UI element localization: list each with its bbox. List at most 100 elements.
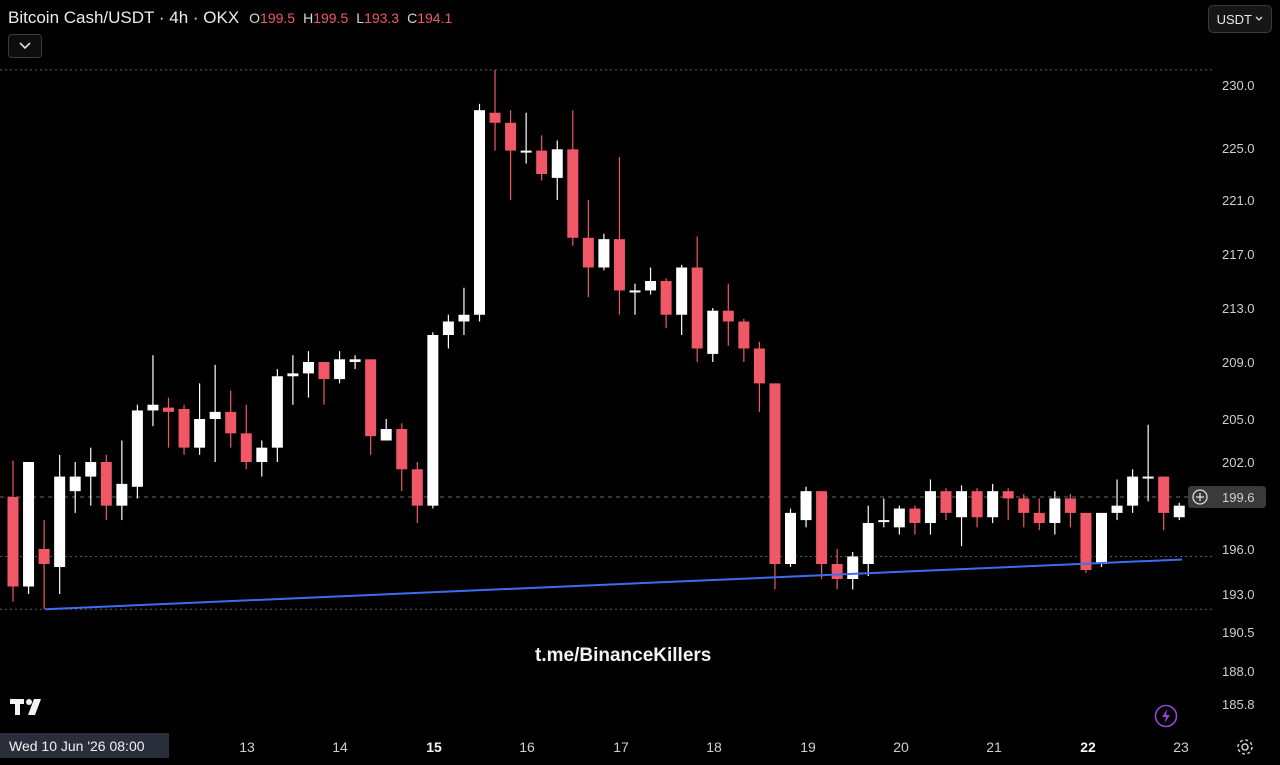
candle-body: [1142, 476, 1154, 479]
candle-body: [380, 429, 392, 441]
x-tick-label: 16: [519, 739, 535, 755]
bolt-icon[interactable]: [1154, 704, 1178, 728]
ohlc-low-value: 193.3: [364, 10, 400, 26]
y-tick-label: 225.0: [1222, 141, 1255, 156]
candle-body: [893, 508, 905, 528]
candle-body: [738, 321, 750, 349]
candle-body: [707, 310, 719, 354]
candle-body: [427, 335, 439, 506]
candle-body: [1111, 505, 1123, 513]
y-tick-label: 209.0: [1222, 355, 1255, 370]
candle-body: [116, 483, 128, 506]
currency-label: USDT: [1216, 11, 1252, 27]
candle-body: [676, 267, 688, 315]
crosshair-date-badge: Wed 10 Jun '26 08:00: [0, 733, 169, 758]
candle-body: [987, 491, 999, 518]
candle-body: [365, 359, 377, 437]
candle-body: [800, 491, 812, 521]
candle-body: [598, 239, 610, 268]
currency-button[interactable]: USDT: [1207, 5, 1272, 33]
candle-body: [831, 564, 843, 579]
candle-body: [54, 476, 66, 567]
x-tick-label: 18: [706, 739, 722, 755]
candle-body: [629, 290, 641, 293]
candle-body: [334, 359, 346, 380]
candle-body: [924, 491, 936, 523]
y-tick-label: 213.0: [1222, 301, 1255, 316]
candle-body: [847, 556, 859, 579]
x-tick-label: 23: [1173, 739, 1189, 755]
candle-body: [971, 491, 983, 518]
candle-body: [567, 149, 579, 238]
x-tick-label: 22: [1080, 739, 1096, 755]
y-tick-label: 190.5: [1222, 625, 1255, 640]
candle-body: [691, 267, 703, 349]
candle-body: [582, 237, 594, 268]
ohlc-close-key: C: [407, 10, 418, 26]
candle-body: [38, 549, 50, 564]
y-tick-label: 188.0: [1222, 664, 1255, 679]
candle-body: [1064, 498, 1076, 513]
candle-body: [1002, 491, 1014, 499]
candle-body: [1018, 498, 1030, 513]
candle-body: [1096, 512, 1107, 564]
candle-body: [287, 373, 299, 377]
ohlc-open-key: O: [249, 10, 261, 26]
candle-body: [1033, 512, 1045, 523]
x-tick-label: 19: [800, 739, 816, 755]
candle-body: [660, 281, 672, 315]
watermark-text: t.me/BinanceKillers: [535, 645, 712, 666]
candle-body: [645, 281, 657, 291]
x-tick-label: 13: [239, 739, 255, 755]
chevron-down-icon: [19, 42, 31, 50]
candle-body: [318, 362, 330, 380]
x-tick-label: 15: [426, 739, 442, 755]
candle-body: [7, 497, 19, 587]
candle-body: [458, 314, 470, 322]
y-tick-label: 202.0: [1222, 455, 1255, 470]
last-price-badge: [1188, 486, 1266, 508]
candle-body: [536, 150, 548, 174]
candle-body: [163, 407, 174, 412]
tradingview-logo[interactable]: [10, 697, 46, 717]
candle-body: [474, 110, 485, 315]
candle-body: [1127, 476, 1139, 506]
x-tick-label: 21: [986, 739, 1002, 755]
candle-body: [956, 491, 968, 518]
y-tick-label: 205.0: [1222, 412, 1255, 427]
candle-body: [785, 512, 796, 564]
candle-body: [178, 409, 190, 448]
candle-body: [411, 469, 423, 506]
candle-body: [722, 310, 734, 322]
chevron-down-icon: [1255, 16, 1263, 21]
candle-body: [909, 508, 921, 523]
y-tick-label: 217.0: [1222, 247, 1255, 262]
ohlc-open-value: 199.5: [260, 10, 296, 26]
candle-body: [225, 411, 237, 434]
gear-icon[interactable]: [1236, 738, 1254, 756]
candle-body: [85, 462, 97, 477]
candle-body: [100, 462, 112, 506]
y-tick-label: 193.0: [1222, 587, 1255, 602]
candle-body: [613, 239, 625, 291]
candle-body: [1158, 476, 1170, 513]
candle-body: [816, 491, 828, 564]
candle-body: [940, 491, 952, 513]
x-tick-label: 14: [332, 739, 348, 755]
candle-body: [240, 433, 252, 462]
candle-body: [256, 447, 268, 462]
candle-body: [147, 404, 159, 411]
candle-body: [878, 520, 890, 523]
candle-body: [69, 476, 81, 492]
candle-body: [194, 419, 206, 448]
candle-body: [1049, 498, 1061, 523]
symbol-header: Bitcoin Cash/USDT · 4h · OKX O199.5 H199…: [8, 8, 452, 28]
candle-body: [1080, 512, 1092, 570]
candle-body: [753, 348, 765, 384]
candle-body: [302, 362, 314, 374]
x-tick-label: 20: [893, 739, 909, 755]
collapse-legend-button[interactable]: [8, 34, 42, 58]
symbol-title: Bitcoin Cash/USDT · 4h · OKX: [8, 8, 240, 27]
candle-body: [131, 410, 143, 487]
